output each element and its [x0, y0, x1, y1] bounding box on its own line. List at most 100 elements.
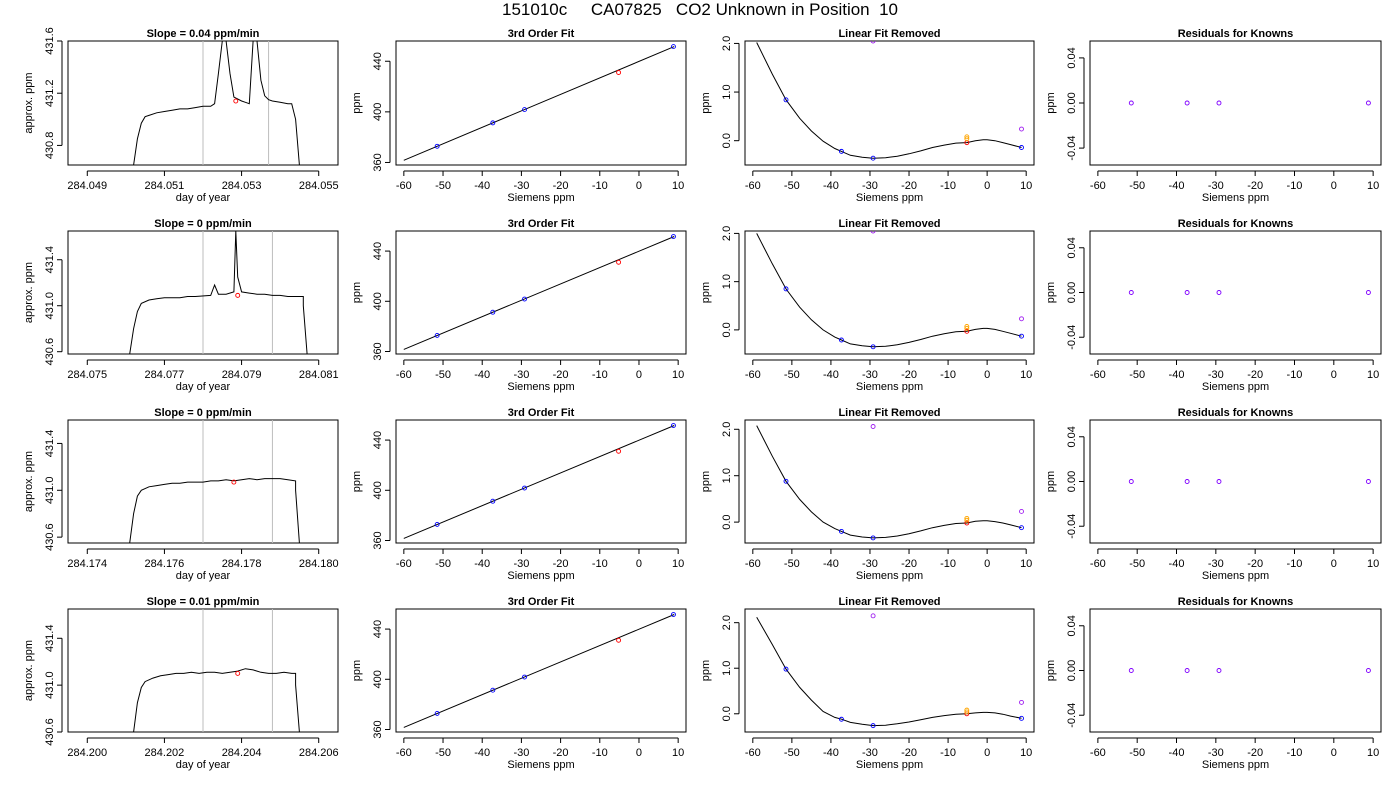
- x-tick-label: -40: [474, 369, 490, 381]
- y-axis-label: ppm: [1045, 660, 1057, 681]
- x-tick-label: -60: [396, 369, 412, 381]
- orange-point: [964, 517, 970, 523]
- x-tick-label: -20: [1247, 747, 1263, 759]
- mean-point: [235, 292, 241, 298]
- x-tick-label: -20: [1247, 558, 1263, 570]
- x-tick-label: 0: [636, 180, 642, 192]
- y-axis-label: ppm: [351, 282, 363, 303]
- x-tick-label: -30: [513, 558, 529, 570]
- x-tick-label: -50: [1129, 180, 1145, 192]
- x-tick-label: 284.178: [222, 558, 262, 570]
- panel-title: Linear Fit Removed: [838, 407, 940, 419]
- x-tick-label: 284.176: [145, 558, 185, 570]
- y-tick-label: 440: [372, 242, 384, 260]
- known-point: [671, 234, 676, 239]
- x-tick-label: 0: [984, 369, 990, 381]
- x-tick-label: -10: [1287, 180, 1303, 192]
- panel-time-series-row-3: Slope = 0 ppm/min 284.174 284.176 284.178 28…: [23, 407, 339, 582]
- y-tick-label: 400: [372, 292, 384, 310]
- x-axis-label: Siemens ppm: [1202, 192, 1269, 204]
- x-axis-label: Siemens ppm: [1202, 570, 1269, 582]
- y-tick-label: 0.00: [1066, 471, 1078, 492]
- x-tick-label: -40: [1169, 558, 1185, 570]
- x-tick-label: 10: [1020, 747, 1032, 759]
- plot-frame: [395, 419, 687, 544]
- known-point: [870, 723, 876, 729]
- known-point: [783, 666, 789, 672]
- panel-title: Linear Fit Removed: [838, 596, 940, 608]
- x-tick-label: 0: [1331, 180, 1337, 192]
- x-tick-label: -40: [1169, 747, 1185, 759]
- purple-point: [870, 41, 876, 44]
- known-point: [1019, 715, 1024, 721]
- plot-frame: [395, 40, 687, 166]
- y-tick-label: 430.8: [44, 132, 56, 160]
- x-tick-label: -50: [784, 369, 800, 381]
- plot-frame: [395, 608, 687, 733]
- plot-frame: [1089, 40, 1382, 166]
- unknown-point: [616, 70, 622, 75]
- x-tick-label: -20: [901, 747, 917, 759]
- x-axis-label: day of year: [176, 192, 231, 204]
- x-tick-label: -30: [1208, 180, 1224, 192]
- y-tick-label: 360: [372, 531, 384, 549]
- x-tick-label: 284.206: [299, 747, 339, 759]
- x-tick-label: -60: [396, 558, 412, 570]
- panel-knowns-residuals-row-2: Residuals for Knowns -60 -50 -40 -30 -20 -10 0 1…: [1045, 218, 1382, 393]
- page-title: 151010c CA07825 CO2 Unknown in Position …: [502, 0, 898, 19]
- x-tick-label: -10: [940, 180, 956, 192]
- known-point: [783, 286, 789, 292]
- plot-frame: [1089, 230, 1382, 355]
- panel-title: Residuals for Knowns: [1178, 407, 1294, 419]
- x-tick-label: 0: [1331, 369, 1337, 381]
- unknown-point: [964, 520, 970, 526]
- plot-area: [1128, 479, 1371, 484]
- known-point: [522, 674, 527, 680]
- plot-frame: [744, 419, 1035, 544]
- orange-point: [964, 324, 970, 329]
- x-tick-label: -10: [592, 180, 608, 192]
- x-tick-label: -40: [823, 180, 839, 192]
- x-tick-label: -30: [1208, 369, 1224, 381]
- x-tick-label: -40: [474, 747, 490, 759]
- known-point: [839, 716, 844, 722]
- x-tick-label: 10: [672, 369, 684, 381]
- known-point: [839, 337, 844, 343]
- x-tick-label: -60: [1090, 180, 1106, 192]
- plot-area: [403, 612, 676, 728]
- y-tick-label: 0.00: [1066, 660, 1078, 681]
- plot-area: [1128, 668, 1371, 673]
- x-tick-label: -20: [553, 180, 569, 192]
- x-tick-label: -30: [513, 747, 529, 759]
- x-axis-label: day of year: [176, 570, 231, 582]
- x-tick-label: -20: [1247, 369, 1263, 381]
- residual-point: [1128, 290, 1134, 295]
- known-point: [1019, 145, 1024, 150]
- purple-point: [1019, 126, 1024, 132]
- y-tick-label: 360: [372, 342, 384, 360]
- plot-area: [403, 234, 676, 350]
- y-tick-label: 1.0: [721, 661, 733, 676]
- panel-title: Residuals for Knowns: [1178, 218, 1294, 230]
- y-tick-label: 1.0: [721, 274, 733, 289]
- y-tick-label: 430.6: [44, 523, 56, 551]
- y-tick-label: 0.0: [721, 322, 733, 337]
- x-axis-label: Siemens ppm: [507, 381, 574, 393]
- purple-point: [870, 424, 876, 429]
- known-point: [671, 423, 676, 428]
- y-tick-label: 431.0: [44, 671, 56, 699]
- x-tick-label: -60: [745, 369, 761, 381]
- x-tick-label: 10: [672, 558, 684, 570]
- x-tick-label: -30: [862, 369, 878, 381]
- fit-curve: [756, 233, 1022, 348]
- x-tick-label: -40: [823, 369, 839, 381]
- x-tick-label: -60: [1090, 747, 1106, 759]
- y-tick-label: 431.6: [44, 27, 56, 55]
- y-tick-label: 440: [372, 620, 384, 638]
- panel-knowns-residuals-row-1: Residuals for Knowns -60 -50 -40 -30 -20 -10 0 1…: [1045, 28, 1382, 204]
- y-tick-label: 0.00: [1066, 92, 1078, 113]
- residual-point: [1128, 100, 1134, 106]
- y-tick-label: 431.4: [44, 246, 56, 274]
- panel-title: Linear Fit Removed: [838, 218, 940, 230]
